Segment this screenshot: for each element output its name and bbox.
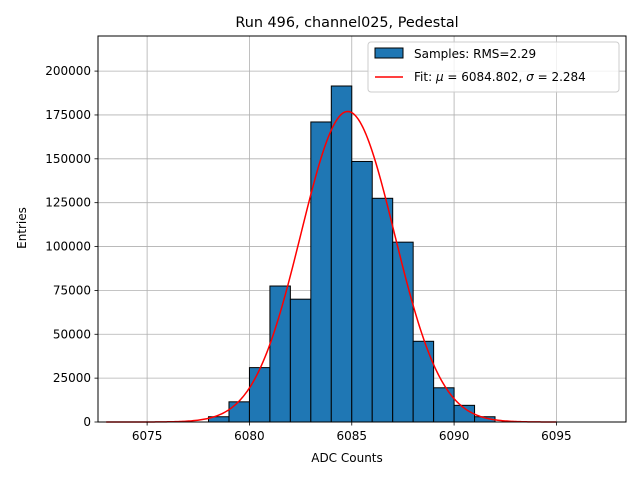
histogram-bar [228, 401, 250, 423]
legend-samples-label: Samples: RMS=2.29 [414, 47, 536, 61]
x-tick-label: 6075 [132, 429, 163, 443]
x-axis-label: ADC Counts [311, 451, 383, 465]
histogram-bar [412, 340, 435, 423]
x-tick-label: 6090 [439, 429, 470, 443]
histogram-bar [269, 285, 291, 423]
y-tick-label: 200000 [45, 64, 91, 78]
y-axis-ticks: 0 25000 50000 75000 100000 125000 150000 175000… [45, 64, 98, 429]
histogram-bar [330, 85, 353, 423]
y-tick-label: 175000 [45, 108, 91, 122]
x-tick-label: 6085 [336, 429, 367, 443]
histogram-bars [208, 85, 496, 423]
y-tick-label: 50000 [53, 327, 91, 341]
y-axis-label: Entries [15, 207, 29, 249]
legend: Samples: RMS=2.29 Fit: μ = 6084.802, σ =… [367, 41, 620, 93]
histogram-bar [248, 367, 271, 423]
histogram-bar [433, 387, 455, 423]
y-tick-label: 100000 [45, 240, 91, 254]
fit-curve [106, 110, 557, 423]
chart-title: Run 496, channel025, Pedestal [235, 15, 458, 31]
histogram-bar [371, 197, 394, 423]
y-tick-label: 150000 [45, 152, 91, 166]
y-tick-label: 25000 [53, 371, 91, 385]
legend-box [367, 41, 620, 93]
histogram-bar [310, 121, 332, 423]
legend-fit-label: Fit: μ = 6084.802, σ = 2.284 [414, 70, 586, 84]
y-tick-label: 75000 [53, 283, 91, 297]
histogram-bar [351, 160, 373, 423]
x-axis-ticks: 6075 6080 6085 6090 6095 [132, 422, 572, 443]
axes-frame [97, 35, 627, 423]
y-tick-label: 0 [83, 415, 91, 429]
x-tick-label: 6080 [234, 429, 265, 443]
y-tick-label: 125000 [45, 196, 91, 210]
legend-samples-swatch [374, 47, 404, 59]
x-tick-label: 6095 [541, 429, 572, 443]
histogram-bar [289, 298, 312, 423]
